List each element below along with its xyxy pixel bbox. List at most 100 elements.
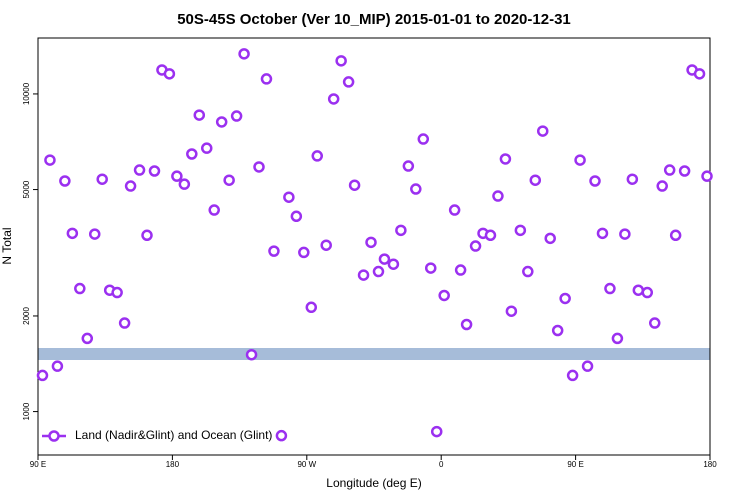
point <box>424 262 437 274</box>
point <box>44 154 56 166</box>
point <box>693 68 706 80</box>
point <box>492 190 504 202</box>
point <box>544 232 556 245</box>
point <box>514 224 527 237</box>
point <box>245 348 258 361</box>
point <box>238 48 250 60</box>
point <box>505 305 518 317</box>
point <box>275 429 288 442</box>
chart-title: 50S-45S October (Ver 10_MIP) 2015-01-01 … <box>177 11 571 28</box>
point <box>678 165 691 177</box>
point <box>171 170 183 182</box>
point <box>327 93 340 105</box>
point <box>59 175 71 187</box>
x-tick-label: 90 E <box>30 460 46 469</box>
y-tick-label: 2000 <box>22 307 31 325</box>
point <box>402 160 415 172</box>
point <box>298 246 310 259</box>
point <box>536 125 549 137</box>
point <box>469 240 482 252</box>
point <box>320 239 332 251</box>
point <box>656 180 668 192</box>
point <box>395 224 407 237</box>
point <box>604 282 616 295</box>
point <box>208 204 220 216</box>
point <box>566 369 579 382</box>
x-tick-label: 180 <box>703 460 717 469</box>
point <box>260 73 273 85</box>
point <box>589 175 601 187</box>
point <box>88 228 101 240</box>
point <box>581 360 594 372</box>
point <box>372 265 385 278</box>
y-tick-label: 10000 <box>22 82 31 105</box>
legend-marker <box>48 430 60 442</box>
point <box>200 142 213 154</box>
y-axis-label: N Total <box>0 227 14 264</box>
point <box>454 264 467 276</box>
point <box>701 170 713 182</box>
legend-label: Land (Nadir&Glint) and Ocean (Glint) <box>75 428 272 442</box>
point <box>342 76 355 88</box>
background-band <box>38 348 710 360</box>
point <box>499 153 512 165</box>
point <box>193 109 206 121</box>
y-tick-label: 5000 <box>22 180 31 198</box>
point <box>66 227 79 240</box>
plot-frame <box>37 37 711 456</box>
point <box>118 317 131 329</box>
point <box>141 229 153 242</box>
point <box>484 229 497 242</box>
point <box>626 173 639 185</box>
point <box>74 282 86 295</box>
point <box>460 318 473 331</box>
point <box>619 228 631 240</box>
point <box>641 286 654 299</box>
point <box>253 161 265 173</box>
point <box>186 148 198 160</box>
point <box>223 174 235 186</box>
point <box>632 284 645 296</box>
point <box>36 369 49 382</box>
point <box>283 191 295 203</box>
point <box>124 180 137 192</box>
point <box>163 68 176 80</box>
point <box>290 210 303 223</box>
point <box>230 110 243 122</box>
point <box>178 178 191 190</box>
point <box>529 174 542 186</box>
point <box>111 286 123 299</box>
point <box>387 258 400 270</box>
point <box>669 229 682 242</box>
y-tick-label: 1000 <box>22 402 31 420</box>
point <box>417 133 430 145</box>
x-tick-label: 90 E <box>567 460 583 469</box>
point <box>335 55 347 67</box>
point <box>357 269 370 281</box>
x-tick-label: 0 <box>439 460 444 469</box>
point <box>596 227 609 240</box>
point <box>410 183 422 195</box>
point <box>522 265 534 278</box>
point <box>348 179 361 191</box>
point <box>133 164 146 176</box>
point <box>365 236 377 249</box>
point <box>268 245 280 257</box>
point <box>305 301 318 314</box>
point <box>551 324 564 337</box>
point <box>559 292 571 305</box>
point <box>648 317 661 329</box>
point <box>438 289 450 302</box>
point <box>148 165 161 177</box>
point <box>81 332 94 345</box>
x-tick-label: 180 <box>166 460 180 469</box>
point <box>215 116 228 128</box>
point <box>96 173 108 185</box>
point <box>611 332 624 345</box>
x-axis-label: Longitude (deg E) <box>326 476 421 490</box>
point <box>378 253 391 265</box>
point <box>51 360 64 372</box>
point <box>430 425 443 438</box>
